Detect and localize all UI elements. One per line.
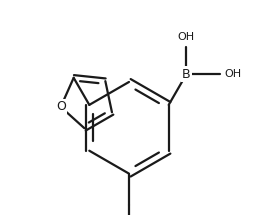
Text: OH: OH [224, 69, 241, 79]
Text: B: B [182, 68, 191, 81]
Text: OH: OH [178, 32, 195, 42]
Text: O: O [56, 100, 66, 113]
